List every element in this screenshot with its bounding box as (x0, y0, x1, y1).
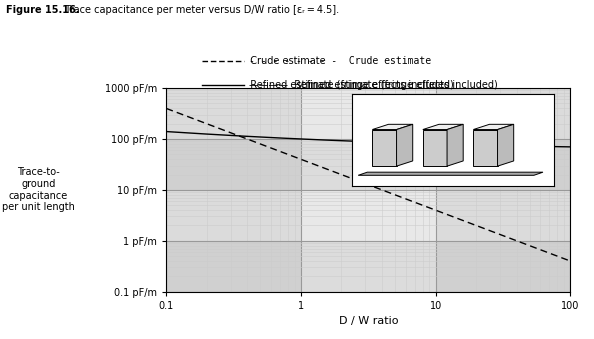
Text: - - - - - - - -  Crude estimate: - - - - - - - - Crude estimate (249, 56, 432, 66)
Bar (435, 88, 570, 292)
Text: ————  Refined estimate (fringe effects included): ———— Refined estimate (fringe effects in… (249, 80, 498, 90)
Text: Crude estimate: Crude estimate (244, 56, 325, 66)
Bar (301, 88, 435, 292)
Bar (166, 88, 301, 292)
Text: Refined estimate (fringe effects included): Refined estimate (fringe effects include… (244, 80, 453, 90)
Bar (166, 241, 570, 292)
Bar (166, 88, 570, 139)
Text: Trace capacitance per meter versus D/W ratio [εᵣ = 4.5].: Trace capacitance per meter versus D/W r… (62, 5, 340, 15)
Bar (166, 139, 570, 190)
Text: Figure 15.16.: Figure 15.16. (6, 5, 80, 15)
Text: Trace-to-
ground
capacitance
per unit length: Trace-to- ground capacitance per unit le… (2, 167, 75, 212)
Bar (166, 190, 570, 241)
X-axis label: D / W ratio: D / W ratio (339, 316, 398, 326)
